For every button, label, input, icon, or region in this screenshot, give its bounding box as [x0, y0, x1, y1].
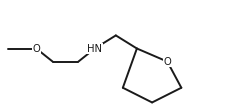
- Text: O: O: [32, 43, 40, 54]
- Text: O: O: [163, 57, 171, 67]
- Text: HN: HN: [87, 43, 102, 54]
